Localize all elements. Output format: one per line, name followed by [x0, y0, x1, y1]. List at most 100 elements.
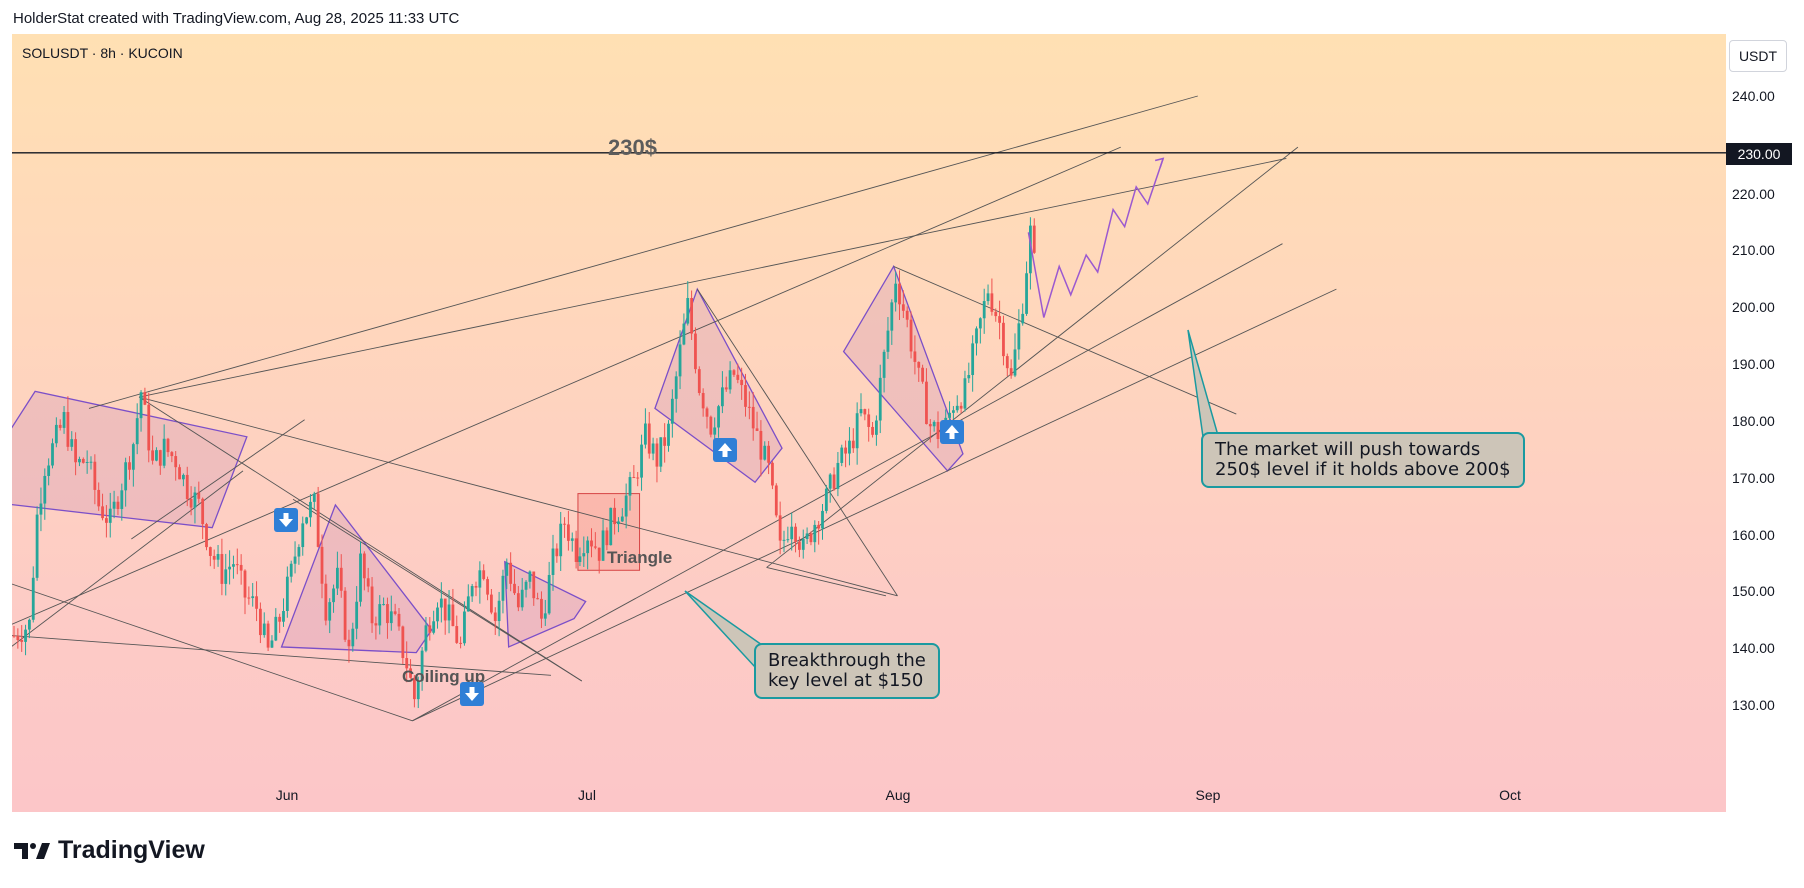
- tradingview-logo[interactable]: TradingView: [14, 836, 205, 865]
- candle-body: [370, 586, 374, 624]
- candle-body: [990, 293, 994, 312]
- candle-body: [116, 501, 120, 510]
- candle-body: [540, 598, 543, 619]
- candle-body: [212, 555, 216, 560]
- candle-body: [405, 658, 409, 669]
- candle-body: [774, 485, 778, 516]
- candle-body: [609, 507, 613, 546]
- candle-body: [16, 635, 20, 641]
- candle-body: [174, 456, 178, 468]
- candle-body: [782, 539, 786, 541]
- candle-body: [778, 515, 782, 541]
- trend-line: [12, 583, 413, 722]
- candle-body: [836, 462, 840, 489]
- arrow-down-icon: [274, 508, 298, 532]
- candle-body: [1032, 225, 1036, 253]
- candle-body: [982, 301, 986, 319]
- candle-body: [66, 412, 70, 447]
- candle-body: [320, 546, 324, 584]
- candle-body: [655, 443, 659, 467]
- candle-body: [1021, 313, 1025, 324]
- candle-body: [285, 576, 289, 612]
- candle-body: [516, 593, 520, 608]
- candle-body: [724, 387, 728, 390]
- candle-body: [959, 405, 963, 409]
- tradingview-logo-icon: [14, 842, 50, 859]
- candle-body: [928, 424, 932, 427]
- candle-body: [347, 639, 351, 647]
- candle-body: [389, 611, 393, 624]
- trend-line: [412, 243, 1283, 722]
- candle-body: [705, 408, 709, 417]
- candle-body: [343, 590, 347, 640]
- candle-body: [532, 571, 536, 599]
- candle-body: [397, 613, 401, 627]
- candle-body: [690, 297, 693, 334]
- candle-body: [840, 447, 844, 463]
- candle-body: [282, 611, 285, 622]
- trend-line: [12, 470, 244, 647]
- candle-body: [520, 589, 524, 608]
- candle-body: [663, 437, 667, 446]
- candle-body: [328, 602, 332, 621]
- candle-body: [582, 553, 586, 557]
- candle-body: [474, 586, 478, 588]
- candle-body: [228, 566, 231, 570]
- candle-body: [694, 333, 697, 370]
- candle-body: [971, 343, 975, 376]
- candle-body: [39, 503, 43, 515]
- candle-body: [505, 562, 509, 576]
- candle-body: [590, 540, 593, 547]
- candle-body: [31, 577, 35, 620]
- candle-body: [547, 574, 551, 614]
- candle-body: [201, 498, 205, 525]
- candle-body: [289, 563, 293, 577]
- candle-body: [270, 640, 274, 648]
- candle-body: [20, 640, 24, 642]
- candle-body: [208, 547, 212, 556]
- candle-body: [867, 414, 871, 427]
- candle-body: [813, 524, 817, 543]
- candle-body: [863, 409, 867, 415]
- candle-body: [975, 328, 978, 344]
- candle-body: [43, 475, 47, 504]
- candle-body: [293, 556, 297, 564]
- candle-body: [875, 420, 878, 435]
- candle-body: [894, 283, 898, 303]
- candle-body: [647, 423, 651, 454]
- candle-body: [551, 548, 555, 575]
- candle-body: [128, 462, 131, 470]
- candle-body: [978, 318, 982, 329]
- chart-svg[interactable]: [12, 34, 1792, 812]
- candle-body: [593, 546, 597, 548]
- candle-body: [948, 412, 951, 418]
- candle-body: [1009, 368, 1013, 376]
- candle-body: [131, 444, 135, 470]
- callout-pointer: [1187, 329, 1220, 445]
- candle-body: [332, 588, 335, 603]
- chart-frame: SOLUSDT · 8h · KUCOIN USDT 240.00 220.00…: [12, 34, 1792, 812]
- trend-line: [12, 635, 552, 676]
- symbol-label[interactable]: SOLUSDT · 8h · KUCOIN: [22, 45, 183, 61]
- candle-body: [605, 530, 609, 546]
- currency-unit-button[interactable]: USDT: [1729, 40, 1787, 72]
- y-tick: 130.00: [1732, 697, 1775, 713]
- candle-body: [886, 330, 890, 352]
- candle-body: [239, 564, 243, 571]
- price-level-tag: 230.00: [1726, 143, 1792, 165]
- candle-body: [767, 445, 770, 463]
- candle-body: [35, 514, 39, 578]
- candle-body: [1025, 273, 1028, 314]
- candle-body: [143, 392, 147, 405]
- candle-body: [682, 323, 686, 345]
- candle-body: [78, 458, 81, 463]
- y-tick: 140.00: [1732, 640, 1775, 656]
- candle-body: [917, 361, 921, 368]
- candle-body: [543, 613, 547, 619]
- candle-body: [101, 506, 104, 519]
- candle-body: [736, 374, 740, 380]
- x-tick: Sep: [1195, 787, 1221, 803]
- y-tick: 190.00: [1732, 356, 1775, 372]
- candle-body: [401, 626, 405, 659]
- candle-body: [747, 406, 751, 408]
